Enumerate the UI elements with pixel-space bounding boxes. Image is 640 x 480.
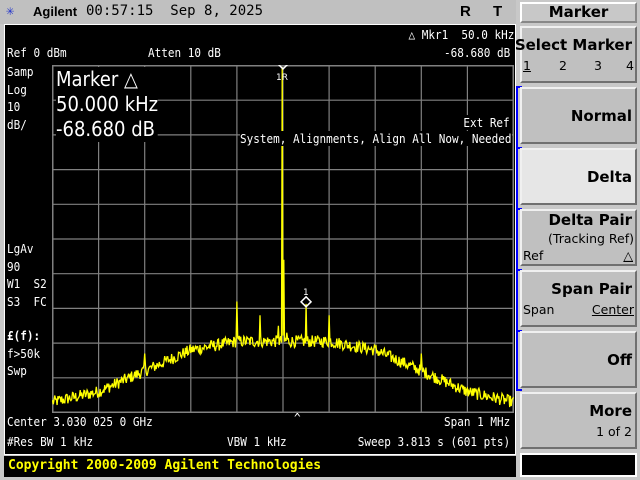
marker-option-4: 4 <box>626 58 634 73</box>
marker-readout-freq: △ Mkr1 50.0 kHz <box>408 27 514 42</box>
delta-pair-key[interactable]: Delta Pair (Tracking Ref) Ref △ <box>520 209 637 266</box>
marker-box: Marker △ 50.000 kHz -68.680 dB <box>56 67 169 142</box>
scale-annotations: Samp Log 10 dB/ <box>7 63 37 133</box>
center-frequency: Center 3.030 025 0 GHz <box>7 414 153 429</box>
delta-pair-ref: Ref <box>523 248 544 263</box>
title-bar: ✳ Agilent 00:57:15 Sep 8, 2025 R T <box>0 0 516 24</box>
correction-annotations: £(f): f>50k Swp <box>7 327 45 380</box>
copyright-bar: Copyright 2000-2009 Agilent Technologies <box>4 456 516 477</box>
bracket-tick <box>516 147 522 149</box>
clock-time: 00:57:15 <box>86 3 154 19</box>
agilent-spark-icon: ✳ <box>6 3 15 19</box>
ref-marker-icon <box>277 65 289 71</box>
more-sub: 1 of 2 <box>596 424 632 439</box>
spectrum-trace <box>52 67 514 408</box>
clock: 00:57:15 Sep 8, 2025 <box>86 3 263 19</box>
select-marker-label: Select Marker <box>514 36 632 54</box>
off-key[interactable]: Off <box>520 331 637 388</box>
span: Span 1 MHz <box>443 414 510 429</box>
res-bw: #Res BW 1 kHz <box>7 434 94 449</box>
scale-unit: dB/ <box>7 116 27 132</box>
span-pair-center: Center <box>591 302 634 317</box>
avg-type: LgAv <box>7 241 34 256</box>
ref-marker-label: 1R <box>276 73 288 83</box>
marker-box-level: -68.680 dB <box>56 117 159 142</box>
ref-level: Ref 0 dBm <box>7 45 67 60</box>
bracket-tick <box>516 389 522 391</box>
bracket-tick <box>516 208 522 210</box>
vbw: VBW 1 kHz <box>227 434 287 449</box>
marker-option-3: 3 <box>594 58 602 73</box>
brand-label: Agilent <box>33 4 78 19</box>
softkey-group-bracket <box>516 86 520 391</box>
normal-key[interactable]: Normal <box>520 87 637 144</box>
window-label: W1 S2 <box>7 276 47 291</box>
marker-box-title: Marker △ <box>56 67 159 92</box>
marker-readout-value: -68.680 dB <box>443 45 510 60</box>
softkey-blank <box>520 453 637 477</box>
clock-date: Sep 8, 2025 <box>170 3 264 19</box>
bracket-tick <box>516 330 522 332</box>
delta-pair-label: Delta Pair <box>548 211 632 229</box>
delta-label: Delta <box>586 168 632 186</box>
softkey-menu-title: Marker <box>520 2 637 23</box>
alignment-message: System, Alignments, Align All Now, Neede… <box>240 131 512 146</box>
off-label: Off <box>607 351 632 369</box>
bracket-tick <box>516 86 522 88</box>
delta-marker-label: 1 <box>303 288 309 298</box>
delta-key[interactable]: Delta <box>520 148 637 205</box>
more-key[interactable]: More 1 of 2 <box>520 392 637 449</box>
span-pair-key[interactable]: Span Pair Span Center <box>520 270 637 327</box>
delta-pair-sub: (Tracking Ref) <box>548 231 634 246</box>
detector-label: Samp <box>7 64 34 79</box>
avg-count: 90 <box>7 258 21 274</box>
marker-box-freq: 50.000 kHz <box>56 92 159 117</box>
delta-pair-delta: △ <box>623 248 633 263</box>
ext-ref-label: Ext Ref <box>463 115 510 130</box>
more-label: More <box>589 402 632 420</box>
bracket-tick <box>516 269 522 271</box>
marker-option-2: 2 <box>559 58 567 73</box>
span-pair-span: Span <box>523 302 555 317</box>
status-indicators: R T <box>460 3 502 20</box>
correction-label: £(f): <box>7 328 41 343</box>
span-pair-label: Span Pair <box>551 280 632 298</box>
delta-marker-icon <box>299 295 313 308</box>
sweep-mode: Swp <box>7 363 27 378</box>
fc-label: S3 FC <box>7 293 47 309</box>
scale-type: Log <box>7 81 27 97</box>
select-marker-key[interactable]: Select Marker 1 2 3 4 <box>515 26 637 83</box>
attenuation: Atten 10 dB <box>148 45 221 60</box>
scale-value: 10 <box>7 99 21 114</box>
indicator-t: T <box>493 3 503 20</box>
marker-option-1: 1 <box>523 58 531 73</box>
freq-condition: f>50k <box>7 345 41 361</box>
spectrum-plot: 1R 1 <box>52 65 514 413</box>
sweep-time: Sweep 3.813 s (601 pts) <box>357 434 510 449</box>
normal-label: Normal <box>570 107 632 125</box>
averaging-annotations: LgAv 90 W1 S2 S3 FC <box>7 240 52 310</box>
indicator-r: R <box>460 3 471 20</box>
center-caret: ^ <box>294 410 301 425</box>
